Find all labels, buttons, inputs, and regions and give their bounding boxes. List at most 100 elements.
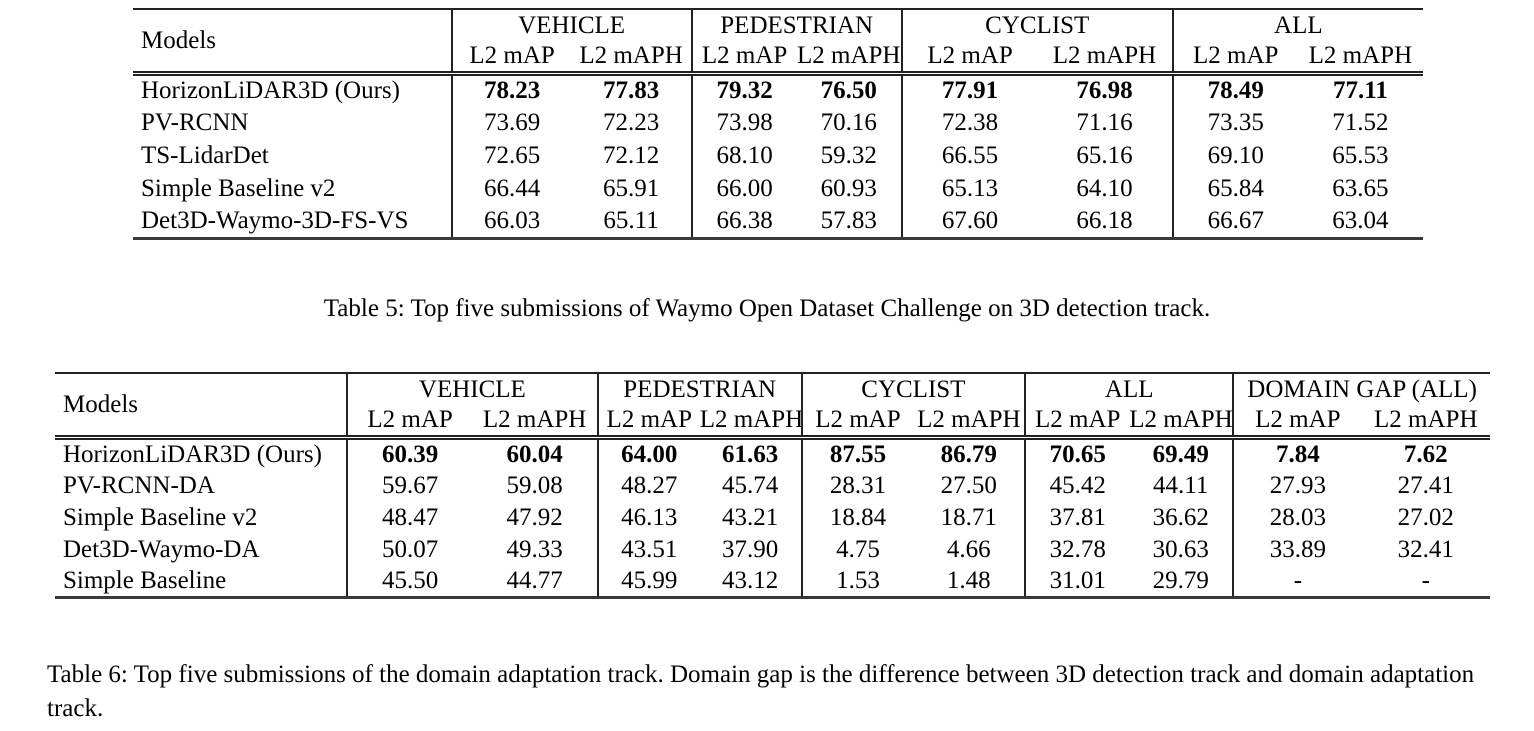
metric-value-cell: 30.63 xyxy=(1152,535,1209,563)
category-group-header: DOMAIN GAP (ALL) xyxy=(1232,373,1490,405)
metric-value-cell: 49.33 xyxy=(506,535,563,563)
metric-value-cell: 33.89 xyxy=(1232,533,1362,566)
metric-value-cell: 66.18 xyxy=(1076,207,1133,235)
table-row: PV-RCNN-DA 59.67 59.08 48.27 45.74 28.31 27.50… xyxy=(55,469,1490,502)
metric-value-cell: 60.39 xyxy=(345,437,473,470)
metric-value-cell: 32.41 xyxy=(1397,535,1454,563)
metric-value-cell: 79.32 xyxy=(690,73,797,107)
table-row: Det3D-Waymo-3D-FS-VS 66.03 65.11 66.38 57.83… xyxy=(133,205,1423,239)
metric-value-cell: 31.01 xyxy=(1024,565,1130,598)
metric-value-cell: 68.10 xyxy=(690,139,797,173)
metric-value-cell: 66.55 xyxy=(900,139,1038,173)
metric-value-cell: 77.83 xyxy=(602,77,660,105)
metric-value-cell: 86.79 xyxy=(940,440,997,468)
table5-caption: Table 5: Top five submissions of Waymo O… xyxy=(323,295,1211,322)
metric-value-cell: 28.03 xyxy=(1232,501,1362,534)
metric-value-cell: 48.47 xyxy=(345,501,473,534)
metric-value-cell: 66.67 xyxy=(1171,205,1298,239)
metric-value-cell: 72.65 xyxy=(450,139,572,173)
metric-subheader: L2 mAPH xyxy=(699,405,802,440)
metric-value-cell: 69.10 xyxy=(1171,139,1298,173)
metric-subheader: L2 mAPH xyxy=(913,405,1026,440)
metric-value-cell: 4.75 xyxy=(800,533,914,566)
metric-subheader: L2 mAPH xyxy=(1361,405,1490,440)
metric-value-cell: 45.99 xyxy=(596,565,700,598)
metric-subheader: L2 mAPH xyxy=(1297,41,1423,76)
model-name-cell: Det3D-Waymo-3D-FS-VS xyxy=(141,207,409,235)
metric-value-cell: 59.67 xyxy=(345,469,473,502)
metric-value-cell: 28.31 xyxy=(800,469,914,502)
metric-value-cell: 71.52 xyxy=(1332,109,1389,136)
metric-value-cell: 66.00 xyxy=(690,172,797,206)
metric-value-cell: 65.84 xyxy=(1171,172,1298,206)
category-group-header: ALL xyxy=(1171,9,1423,41)
category-group-header: ALL xyxy=(1024,373,1234,405)
metric-value-cell: 18.71 xyxy=(940,503,997,531)
metric-value-cell: 72.12 xyxy=(602,142,660,169)
metric-value-cell: 67.60 xyxy=(900,205,1038,239)
metric-subheader: L2 mAPH xyxy=(1129,405,1234,440)
metric-value-cell: 63.04 xyxy=(1332,207,1389,235)
metric-value-cell: 73.69 xyxy=(450,106,572,140)
metric-subheader: L2 mAP xyxy=(800,405,914,440)
metric-value-cell: 64.00 xyxy=(596,437,700,470)
model-name-cell: Simple Baseline v2 xyxy=(63,503,258,531)
metric-value-cell: 1.48 xyxy=(946,566,991,594)
table-row: Simple Baseline v2 48.47 47.92 46.13 43.21 18… xyxy=(55,501,1490,534)
table-row: PV-RCNN 73.69 72.23 73.98 70.16 72.38 71.16 73.… xyxy=(133,106,1423,140)
metric-value-cell: 78.49 xyxy=(1171,73,1298,107)
metric-value-cell: 73.98 xyxy=(690,106,797,140)
metric-subheader: L2 mAPH xyxy=(571,41,692,76)
category-group-header: PEDESTRIAN xyxy=(596,373,802,405)
metric-subheader: L2 mAP xyxy=(450,41,572,76)
metric-subheader: L2 mAP xyxy=(1232,405,1362,440)
metric-subheader: L2 mAP xyxy=(1171,41,1298,76)
models-column-header: Models xyxy=(133,9,452,76)
metric-value-cell: - xyxy=(1232,565,1362,598)
model-name-cell: PV-RCNN xyxy=(141,109,249,136)
metric-value-cell: 44.11 xyxy=(1153,471,1209,499)
metric-value-cell: 32.78 xyxy=(1024,533,1130,566)
metric-value-cell: 37.81 xyxy=(1024,501,1130,534)
metric-value-cell: 4.66 xyxy=(946,535,991,563)
model-name-cell: HorizonLiDAR3D (Ours) xyxy=(63,440,322,468)
metric-value-cell: 66.44 xyxy=(450,172,572,206)
metric-value-cell: 63.65 xyxy=(1332,175,1389,202)
metric-value-cell: 27.02 xyxy=(1397,503,1454,531)
domain-adaptation-table: Models VEHICLE PEDESTRIAN CYCLIST ALL DOMAIN … xyxy=(55,372,1490,599)
metric-value-cell: - xyxy=(1421,566,1430,594)
metric-subheader: L2 mAPH xyxy=(796,41,902,76)
table-row: Det3D-Waymo-DA 50.07 49.33 43.51 37.90 4.75 4.… xyxy=(55,533,1490,566)
metric-value-cell: 59.08 xyxy=(506,471,563,499)
metric-subheader: L2 mAP xyxy=(1024,405,1130,440)
detection-track-table: Models VEHICLE PEDESTRIAN CYCLIST ALL L2 mAP L… xyxy=(133,8,1423,240)
metric-value-cell: 77.91 xyxy=(900,73,1038,107)
metric-value-cell: 65.13 xyxy=(900,172,1038,206)
category-group-header: CYCLIST xyxy=(800,373,1026,405)
metric-subheader: L2 mAPH xyxy=(472,405,598,440)
metric-value-cell: 76.50 xyxy=(820,77,877,105)
metric-value-cell: 65.16 xyxy=(1076,142,1133,169)
model-name-cell: TS-LidarDet xyxy=(141,142,269,169)
metric-value-cell: 37.90 xyxy=(721,535,779,563)
metric-value-cell: 61.63 xyxy=(721,440,779,468)
metric-value-cell: 66.38 xyxy=(690,205,797,239)
metric-value-cell: 59.32 xyxy=(820,142,877,169)
metric-value-cell: 50.07 xyxy=(345,533,473,566)
metric-value-cell: 29.79 xyxy=(1152,566,1209,594)
metric-value-cell: 43.51 xyxy=(596,533,700,566)
metric-subheader: L2 mAP xyxy=(900,41,1038,76)
metric-value-cell: 65.53 xyxy=(1332,142,1389,169)
metric-value-cell: 70.65 xyxy=(1024,437,1130,470)
metric-value-cell: 71.16 xyxy=(1076,109,1133,136)
model-name-cell: PV-RCNN-DA xyxy=(63,471,215,499)
metric-value-cell: 48.27 xyxy=(596,469,700,502)
metric-subheader: L2 mAP xyxy=(690,41,797,76)
metric-value-cell: 66.03 xyxy=(450,205,572,239)
category-group-header: VEHICLE xyxy=(345,373,598,405)
metric-value-cell: 7.84 xyxy=(1232,437,1362,470)
metric-value-cell: 78.23 xyxy=(450,73,572,107)
metric-value-cell: 47.92 xyxy=(506,503,563,531)
metric-value-cell: 7.62 xyxy=(1403,440,1448,468)
metric-value-cell: 60.93 xyxy=(820,175,877,202)
